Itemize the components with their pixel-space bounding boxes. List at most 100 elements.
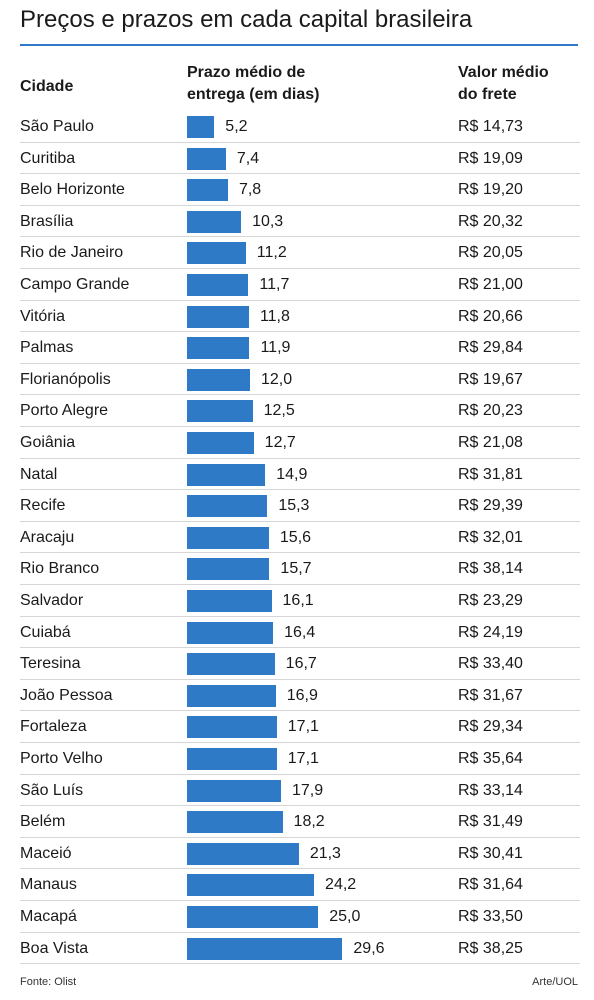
frete-value: R$ 33,40 <box>458 655 523 673</box>
bar-value-label: 10,3 <box>252 212 284 230</box>
frete-value: R$ 29,84 <box>458 339 523 357</box>
table-row: Macapá 25,0 R$ 33,50 <box>20 901 580 933</box>
bar-value-label: 11,9 <box>260 339 291 357</box>
frete-value: R$ 31,81 <box>458 465 523 483</box>
city-label: São Luís <box>20 781 84 799</box>
frete-value: R$ 14,73 <box>458 118 523 135</box>
bar-value-label: 7,8 <box>238 181 262 199</box>
table-row: Brasília 10,3 R$ 20,32 <box>20 206 580 238</box>
header-city: Cidade <box>20 78 74 95</box>
table-row: Porto Alegre 12,5 R$ 20,23 <box>20 395 580 427</box>
header-frete: Valor médio do frete <box>458 62 549 106</box>
bar-value-label: 17,1 <box>287 750 319 767</box>
table-row: Rio Branco 15,7 R$ 38,14 <box>20 553 580 585</box>
city-label: Rio Branco <box>20 560 100 578</box>
frete-value: R$ 38,14 <box>458 560 523 578</box>
table-row: Curitiba 7,4 R$ 19,09 <box>20 143 580 175</box>
frete-value: R$ 35,64 <box>458 750 523 767</box>
table-row: Palmas 11,9 R$ 29,84 <box>20 332 580 364</box>
city-label: Palmas <box>20 339 74 357</box>
bar <box>187 147 226 170</box>
credit-note: Arte/UOL <box>532 976 578 988</box>
table-row: Maceió 21,3 R$ 30,41 <box>20 838 580 870</box>
bar <box>187 684 276 707</box>
city-label: São Paulo <box>20 118 94 135</box>
city-label: Teresina <box>20 655 81 673</box>
frete-value: R$ 23,29 <box>458 592 523 609</box>
frete-value: R$ 29,39 <box>458 497 523 515</box>
bar-value-label: 11,7 <box>259 276 290 293</box>
header-frete-line1: Valor médio <box>458 64 549 81</box>
frete-value: R$ 19,09 <box>458 149 523 167</box>
bar <box>187 432 254 454</box>
title-rule <box>20 44 578 46</box>
city-label: Florianópolis <box>20 370 111 388</box>
bar-value-label: 14,9 <box>276 465 308 483</box>
bar-value-label: 7,4 <box>236 149 260 167</box>
table-row: Fortaleza 17,1 R$ 29,34 <box>20 711 580 743</box>
table-row: Goiânia 12,7 R$ 21,08 <box>20 427 580 459</box>
bar-value-label: 29,6 <box>353 939 385 957</box>
frete-value: R$ 29,34 <box>458 718 523 736</box>
bar-value-label: 12,5 <box>263 402 295 420</box>
bar-value-label: 17,9 <box>291 781 324 799</box>
frete-value: R$ 20,66 <box>458 307 523 325</box>
city-label: Salvador <box>20 592 84 609</box>
frete-value: R$ 19,20 <box>458 181 523 199</box>
bar <box>187 495 268 518</box>
bar <box>187 337 250 360</box>
table-row: São Luís 17,9 R$ 33,14 <box>20 775 580 807</box>
city-label: Rio de Janeiro <box>20 244 124 262</box>
table-row: Belo Horizonte 7,8 R$ 19,20 <box>20 174 580 206</box>
city-label: Belém <box>20 813 66 831</box>
bar-value-label: 16,4 <box>284 623 316 641</box>
bar <box>187 368 250 391</box>
bar-value-label: 16,9 <box>286 686 318 704</box>
frete-value: R$ 33,50 <box>458 908 523 925</box>
table-row: Porto Velho 17,1 R$ 35,64 <box>20 743 580 775</box>
bar <box>187 116 215 138</box>
table-row: Aracaju 15,6 R$ 32,01 <box>20 522 580 554</box>
city-label: Cuiabá <box>20 623 71 641</box>
table-row: São Paulo 5,2 R$ 14,73 <box>20 111 580 143</box>
frete-value: R$ 21,08 <box>458 434 523 451</box>
header-prazo-line2: entrega (em dias) <box>187 86 320 103</box>
frete-value: R$ 32,01 <box>458 528 523 546</box>
bar-value-label: 11,2 <box>256 244 287 262</box>
table-row: Rio de Janeiro 11,2 R$ 20,05 <box>20 237 580 269</box>
bar <box>187 779 281 802</box>
city-label: Vitória <box>20 307 66 325</box>
city-label: João Pessoa <box>20 686 113 704</box>
bar-value-label: 18,2 <box>293 813 325 831</box>
frete-value: R$ 31,67 <box>458 686 523 704</box>
city-label: Porto Velho <box>20 750 103 767</box>
frete-value: R$ 20,23 <box>458 402 523 420</box>
table-row: Cuiabá 16,4 R$ 24,19 <box>20 617 580 649</box>
table-row: Teresina 16,7 R$ 33,40 <box>20 648 580 680</box>
frete-value: R$ 38,25 <box>458 939 523 957</box>
bar <box>187 653 275 676</box>
frete-value: R$ 33,14 <box>458 781 523 799</box>
table-row: Recife 15,3 R$ 29,39 <box>20 490 580 522</box>
page-title: Preços e prazos em cada capital brasilei… <box>20 6 473 33</box>
header-frete-line2: do frete <box>458 86 517 103</box>
city-label: Curitiba <box>20 149 76 167</box>
city-label: Brasília <box>20 212 74 230</box>
bar <box>187 179 228 202</box>
bar <box>187 716 277 739</box>
frete-value: R$ 30,41 <box>458 844 523 862</box>
bar <box>187 210 242 233</box>
frete-value: R$ 20,05 <box>458 244 523 262</box>
table-row: Campo Grande 11,7 R$ 21,00 <box>20 269 580 301</box>
source-note: Fonte: Olist <box>20 976 77 988</box>
bar <box>187 558 270 581</box>
city-label: Maceió <box>20 844 72 862</box>
bar <box>187 242 246 265</box>
bar-value-label: 11,8 <box>259 307 290 325</box>
city-label: Belo Horizonte <box>20 181 125 199</box>
bar-value-label: 17,1 <box>287 718 319 736</box>
city-label: Manaus <box>20 876 77 894</box>
table-row: Florianópolis 12,0 R$ 19,67 <box>20 364 580 396</box>
table-row: João Pessoa 16,9 R$ 31,67 <box>20 680 580 712</box>
frete-value: R$ 20,32 <box>458 212 523 230</box>
